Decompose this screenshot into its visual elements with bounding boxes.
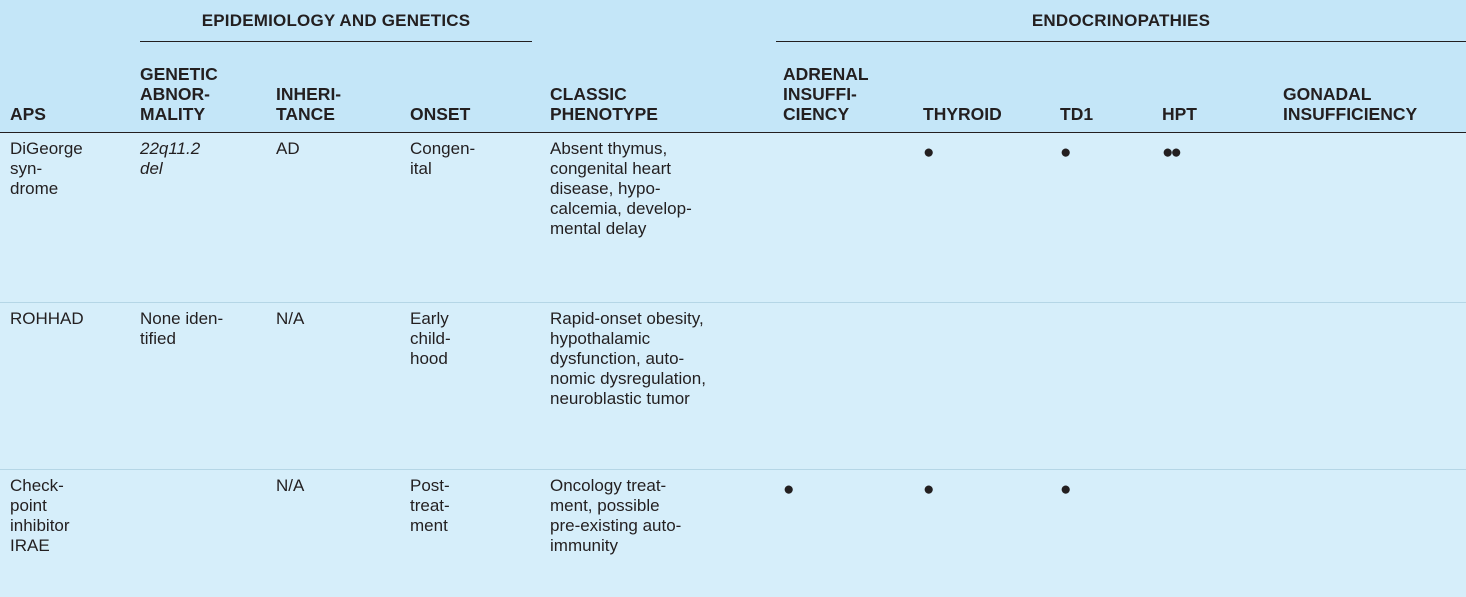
col-header-adrenal: ADRENAL INSUFFI- CIENCY [783,64,869,124]
cell-thyroid-dot: ● [923,479,935,500]
cell-onset: Post- treat- ment [410,476,450,535]
cell-td1-dot: ● [1060,142,1072,163]
cell-phenotype: Rapid-onset obesity, hypothalamic dysfun… [550,309,706,408]
cell-hpt-dot: ●● [1162,142,1182,163]
col-header-aps: APS [10,104,46,124]
cell-aps: DiGeorge syn- drome [10,139,83,198]
cell-phenotype: Oncology treat- ment, possible pre-exist… [550,476,682,555]
table-row-digeorge: DiGeorge syn- drome 22q11.2 del AD Conge… [0,133,1466,303]
cell-thyroid-dot: ● [923,142,935,163]
col-header-phenotype: CLASSIC PHENOTYPE [550,84,658,124]
cell-aps: Check- point inhibitor IRAE [10,476,70,555]
col-header-inheritance: INHERI- TANCE [276,84,342,124]
col-header-genetic: GENETIC ABNOR- MALITY [140,64,218,124]
cell-genetic: 22q11.2 del [140,139,201,178]
col-header-onset: ONSET [410,104,471,124]
cell-inheritance: AD [276,139,300,158]
cell-inheritance: N/A [276,309,305,328]
col-header-gonadal: GONADAL INSUFFICIENCY [1283,84,1418,124]
table-row-checkpoint-inhibitor: Check- point inhibitor IRAE N/A Post- tr… [0,470,1466,597]
col-header-td1: TD1 [1060,104,1094,124]
cell-onset: Congen- ital [410,139,476,178]
table-row-rohhad: ROHHAD None iden- tified N/A Early child… [0,303,1466,470]
cell-adrenal-dot: ● [783,479,795,500]
cell-phenotype: Absent thymus, congenital heart disease,… [550,139,692,238]
col-header-thyroid: THYROID [923,104,1002,124]
cell-td1-dot: ● [1060,479,1072,500]
cell-onset: Early child- hood [410,309,451,368]
cell-inheritance: N/A [276,476,305,495]
group-header-epidemiology: EPIDEMIOLOGY AND GENETICS [140,9,532,42]
table-header: EPIDEMIOLOGY AND GENETICS ENDOCRINOPATHI… [0,0,1466,133]
cell-genetic: None iden- tified [140,309,224,348]
cell-aps: ROHHAD [10,309,84,328]
group-header-endocrinopathies: ENDOCRINOPATHIES [776,9,1466,42]
col-header-hpt: HPT [1162,104,1197,124]
